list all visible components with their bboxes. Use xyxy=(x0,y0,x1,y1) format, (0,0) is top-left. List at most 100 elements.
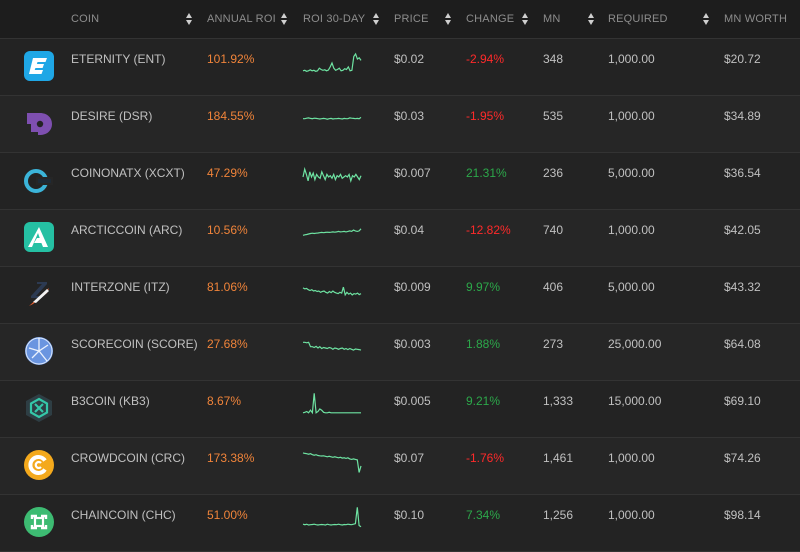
annual-roi: 51.00% xyxy=(207,508,248,522)
change: 9.97% xyxy=(466,280,501,294)
coin-name[interactable]: DESIRE (DSR) xyxy=(71,109,153,123)
required-amount: 1,000.00 xyxy=(608,451,655,465)
interzone-logo-icon xyxy=(29,282,49,306)
table-body: ETERNITY (ENT) 101.92% $0.02 -2.94% 348 … xyxy=(0,39,800,552)
roi-30day-sparkline xyxy=(302,452,362,473)
header-mn[interactable]: MN xyxy=(543,13,561,25)
scorecoin-logo-icon xyxy=(25,337,53,365)
arcticcoin-logo-icon xyxy=(24,222,54,252)
mn-count: 740 xyxy=(543,223,564,237)
coin-name[interactable]: CROWDCOIN (CRC) xyxy=(71,451,185,465)
coin-name[interactable]: INTERZONE (ITZ) xyxy=(71,280,170,294)
header-roi-30day[interactable]: ROI 30-DAY xyxy=(303,13,366,25)
roi-30day-sparkline xyxy=(303,116,362,120)
mn-worth: $43.32 xyxy=(724,280,761,294)
table-header: COIN ANNUAL ROI ROI 30-DAY PRICE CHANGE … xyxy=(0,0,800,39)
sort-mn-icon[interactable] xyxy=(588,13,595,25)
change: 21.31% xyxy=(466,166,507,180)
sort-annual-roi-icon[interactable] xyxy=(281,13,288,25)
header-required[interactable]: REQUIRED xyxy=(608,13,668,25)
coin-name[interactable]: B3COIN (KB3) xyxy=(71,394,150,408)
coin-name[interactable]: COINONATX (XCXT) xyxy=(71,166,185,180)
change: -1.76% xyxy=(466,451,505,465)
sort-change-icon[interactable] xyxy=(522,13,529,25)
price: $0.003 xyxy=(394,337,431,351)
required-amount: 25,000.00 xyxy=(608,337,662,351)
change: 1.88% xyxy=(466,337,501,351)
header-price[interactable]: PRICE xyxy=(394,13,429,25)
mn-count: 1,333 xyxy=(543,394,574,408)
required-amount: 1,000.00 xyxy=(608,508,655,522)
roi-30day-sparkline xyxy=(302,52,362,72)
coin-name[interactable]: SCORECOIN (SCORE) xyxy=(71,337,198,351)
sort-price-icon[interactable] xyxy=(445,13,452,25)
annual-roi: 81.06% xyxy=(207,280,248,294)
mn-count: 1,256 xyxy=(543,508,574,522)
coinonatx-logo-icon xyxy=(24,169,53,193)
change: 7.34% xyxy=(466,508,501,522)
annual-roi: 10.56% xyxy=(207,223,248,237)
annual-roi: 8.67% xyxy=(207,394,242,408)
table-row[interactable]: B3COIN (KB3) 8.67% $0.005 9.21% 1,333 15… xyxy=(0,381,800,438)
mn-worth: $64.08 xyxy=(724,337,761,351)
mn-worth: $74.26 xyxy=(724,451,761,465)
sort-required-icon[interactable] xyxy=(703,13,710,25)
annual-roi: 27.68% xyxy=(207,337,248,351)
table-row[interactable]: ETERNITY (ENT) 101.92% $0.02 -2.94% 348 … xyxy=(0,39,800,96)
required-amount: 1,000.00 xyxy=(608,223,655,237)
roi-30day-sparkline xyxy=(303,341,362,351)
price: $0.03 xyxy=(394,109,425,123)
chaincoin-logo-icon xyxy=(24,507,54,537)
mn-worth: $34.89 xyxy=(724,109,761,123)
coin-name[interactable]: ETERNITY (ENT) xyxy=(71,52,166,66)
header-mn-worth[interactable]: MN WORTH xyxy=(724,13,788,25)
mn-count: 348 xyxy=(543,52,564,66)
price: $0.10 xyxy=(394,508,425,522)
table-row[interactable]: INTERZONE (ITZ) 81.06% $0.009 9.97% 406 … xyxy=(0,267,800,324)
sort-roi-30day-icon[interactable] xyxy=(373,13,380,25)
annual-roi: 184.55% xyxy=(207,109,255,123)
mn-count: 273 xyxy=(543,337,564,351)
price: $0.04 xyxy=(394,223,425,237)
table-row[interactable]: ARCTICCOIN (ARC) 10.56% $0.04 -12.82% 74… xyxy=(0,210,800,267)
table-row[interactable]: CHAINCOIN (CHC) 51.00% $0.10 7.34% 1,256… xyxy=(0,495,800,552)
change: -12.82% xyxy=(466,223,511,237)
required-amount: 1,000.00 xyxy=(608,109,655,123)
header-change[interactable]: CHANGE xyxy=(466,13,515,25)
required-amount: 15,000.00 xyxy=(608,394,662,408)
table-row[interactable]: CROWDCOIN (CRC) 173.38% $0.07 -1.76% 1,4… xyxy=(0,438,800,495)
mn-count: 406 xyxy=(543,280,564,294)
header-coin[interactable]: COIN xyxy=(71,13,100,25)
price: $0.02 xyxy=(394,52,425,66)
mn-count: 535 xyxy=(543,109,564,123)
mn-worth: $98.14 xyxy=(724,508,761,522)
change: -1.95% xyxy=(466,109,505,123)
roi-30day-sparkline xyxy=(302,393,361,415)
desire-logo-icon xyxy=(27,113,52,135)
sort-coin-icon[interactable] xyxy=(186,13,193,25)
roi-30day-sparkline xyxy=(302,507,362,528)
required-amount: 5,000.00 xyxy=(608,280,655,294)
price: $0.007 xyxy=(394,166,431,180)
annual-roi: 173.38% xyxy=(207,451,255,465)
coin-name[interactable]: CHAINCOIN (CHC) xyxy=(71,508,176,522)
b3coin-logo-icon xyxy=(26,394,52,422)
annual-roi: 47.29% xyxy=(207,166,248,180)
mn-count: 1,461 xyxy=(543,451,574,465)
table-row[interactable]: COINONATX (XCXT) 47.29% $0.007 21.31% 23… xyxy=(0,153,800,210)
table-row[interactable]: SCORECOIN (SCORE) 27.68% $0.003 1.88% 27… xyxy=(0,324,800,381)
price: $0.005 xyxy=(394,394,431,408)
header-annual-roi[interactable]: ANNUAL ROI xyxy=(207,13,276,25)
mn-worth: $20.72 xyxy=(724,52,761,66)
price: $0.07 xyxy=(394,451,425,465)
required-amount: 5,000.00 xyxy=(608,166,655,180)
roi-30day-sparkline xyxy=(302,228,362,236)
change: -2.94% xyxy=(466,52,505,66)
coin-name[interactable]: ARCTICCOIN (ARC) xyxy=(71,223,183,237)
mn-worth: $42.05 xyxy=(724,223,761,237)
roi-30day-sparkline xyxy=(302,286,362,297)
table-row[interactable]: DESIRE (DSR) 184.55% $0.03 -1.95% 535 1,… xyxy=(0,96,800,153)
change: 9.21% xyxy=(466,394,501,408)
mn-count: 236 xyxy=(543,166,564,180)
annual-roi: 101.92% xyxy=(207,52,255,66)
